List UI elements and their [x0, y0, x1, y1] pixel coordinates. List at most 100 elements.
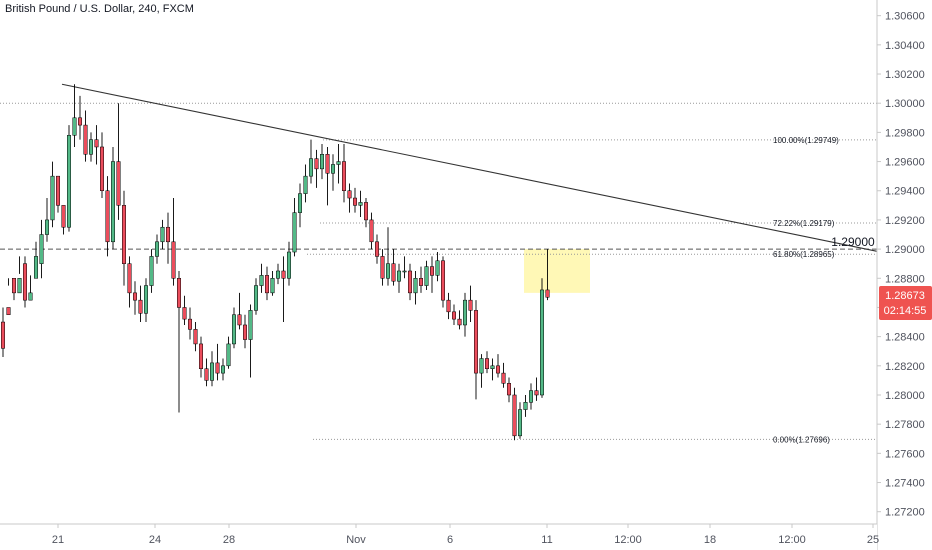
candle-body — [298, 193, 302, 213]
candle-body — [463, 299, 467, 326]
candle-body — [419, 278, 423, 286]
candle-body — [248, 310, 253, 340]
candle-body — [347, 190, 352, 199]
price-tick-label: 1.29200 — [885, 215, 925, 227]
candle-body — [320, 154, 324, 170]
candle-body — [226, 343, 231, 367]
candle-body — [259, 275, 264, 286]
candle-body — [105, 190, 110, 243]
last-price-badge — [879, 286, 932, 320]
candle-body — [468, 299, 473, 311]
candle-body — [435, 260, 440, 276]
price-tick-label: 1.27800 — [885, 419, 925, 431]
candle-body — [457, 318, 462, 326]
candle-body — [441, 260, 445, 301]
time-tick-label: 12:00 — [614, 534, 642, 546]
candle-body — [413, 278, 418, 294]
candle-body — [232, 314, 236, 345]
candle-body — [501, 372, 506, 384]
price-tick-label: 1.28400 — [885, 332, 925, 344]
candle-body — [34, 256, 38, 279]
candle-body — [408, 270, 412, 294]
candle-body — [303, 175, 308, 194]
candle-body — [314, 158, 319, 170]
candle-body — [287, 251, 291, 279]
candle-body — [292, 212, 297, 253]
price-tick-label: 1.29600 — [885, 157, 925, 169]
candle-body — [6, 307, 11, 316]
candle-body — [485, 358, 489, 369]
price-tick-label: 1.28200 — [885, 361, 925, 373]
candle-body — [67, 135, 71, 228]
candle-body — [45, 219, 49, 235]
fibonacci-retracement[interactable]: 100.00%(1.29749) 72.22%(1.29179) 61.80%(1.… — [307, 136, 877, 445]
candle-body — [89, 139, 93, 155]
candle-body — [193, 329, 198, 345]
price-tick-label: 1.27200 — [885, 507, 925, 519]
candle-body — [160, 226, 165, 243]
candle-body — [50, 175, 55, 221]
time-tick-label: 21 — [52, 534, 64, 546]
price-tick-label: 1.29800 — [885, 127, 925, 139]
candle-body — [375, 241, 379, 257]
candle-body — [474, 310, 478, 374]
candle-body — [237, 314, 242, 326]
candle-body — [188, 318, 192, 330]
candle-body — [122, 205, 126, 264]
candle-body — [358, 202, 363, 206]
candle-body — [204, 368, 209, 381]
candle-body — [430, 266, 434, 276]
price-tick-label: 1.27400 — [885, 478, 925, 490]
time-tick-label: 18 — [704, 534, 716, 546]
candle-body — [534, 390, 539, 396]
candle-body — [479, 358, 484, 374]
candle-body — [380, 256, 385, 279]
candle-body — [116, 161, 121, 206]
candle-body — [243, 324, 247, 340]
target-zone-highlight[interactable] — [524, 249, 590, 293]
candle-body — [336, 161, 341, 165]
candle-body — [111, 161, 115, 243]
candle-body — [518, 409, 522, 437]
price-tick-label: 1.30400 — [885, 40, 925, 52]
candle-body — [254, 285, 258, 311]
candle-body — [309, 158, 313, 177]
candle-body — [490, 365, 495, 369]
candle-body — [402, 270, 407, 273]
last-price-value: 1.28673 — [885, 290, 925, 302]
candle-body — [529, 390, 533, 403]
price-tick-label: 1.30600 — [885, 11, 925, 23]
horizontal-level-label: 1.29000 — [831, 235, 875, 249]
candle-body — [56, 175, 60, 206]
candle-body — [100, 146, 104, 191]
candle-body — [386, 263, 390, 279]
time-tick-label: 6 — [447, 534, 453, 546]
fib-level-label: 72.22%(1.29179) — [773, 219, 835, 228]
time-tick-label: 24 — [149, 534, 161, 546]
fib-level-label: 0.00%(1.27696) — [773, 435, 830, 444]
candle-body — [496, 365, 500, 374]
candle-body — [182, 307, 187, 320]
candlestick-series — [1, 84, 550, 441]
candle-body — [364, 202, 368, 221]
candle-body — [331, 164, 335, 174]
candle-body — [149, 256, 154, 286]
fib-level-label: 100.00%(1.29749) — [773, 136, 839, 145]
bar-countdown: 02:14:55 — [884, 305, 927, 317]
candle-body — [78, 117, 82, 126]
time-tick-label: 28 — [223, 534, 235, 546]
price-tick-label: 1.30200 — [885, 69, 925, 81]
candle-body — [17, 278, 22, 294]
candle-body — [23, 263, 27, 301]
candle-body — [452, 311, 456, 320]
time-axis-labels: 21 24 28 Nov 6 11 12:00 18 12:00 25 — [52, 524, 879, 546]
candle-body — [171, 241, 176, 279]
candle-body — [270, 278, 275, 294]
price-tick-label: 1.29000 — [885, 244, 925, 256]
price-axis[interactable] — [877, 0, 932, 524]
time-axis[interactable] — [0, 524, 877, 550]
candle-body — [28, 292, 33, 301]
candle-body — [540, 289, 544, 396]
trendline[interactable] — [61, 83, 878, 252]
